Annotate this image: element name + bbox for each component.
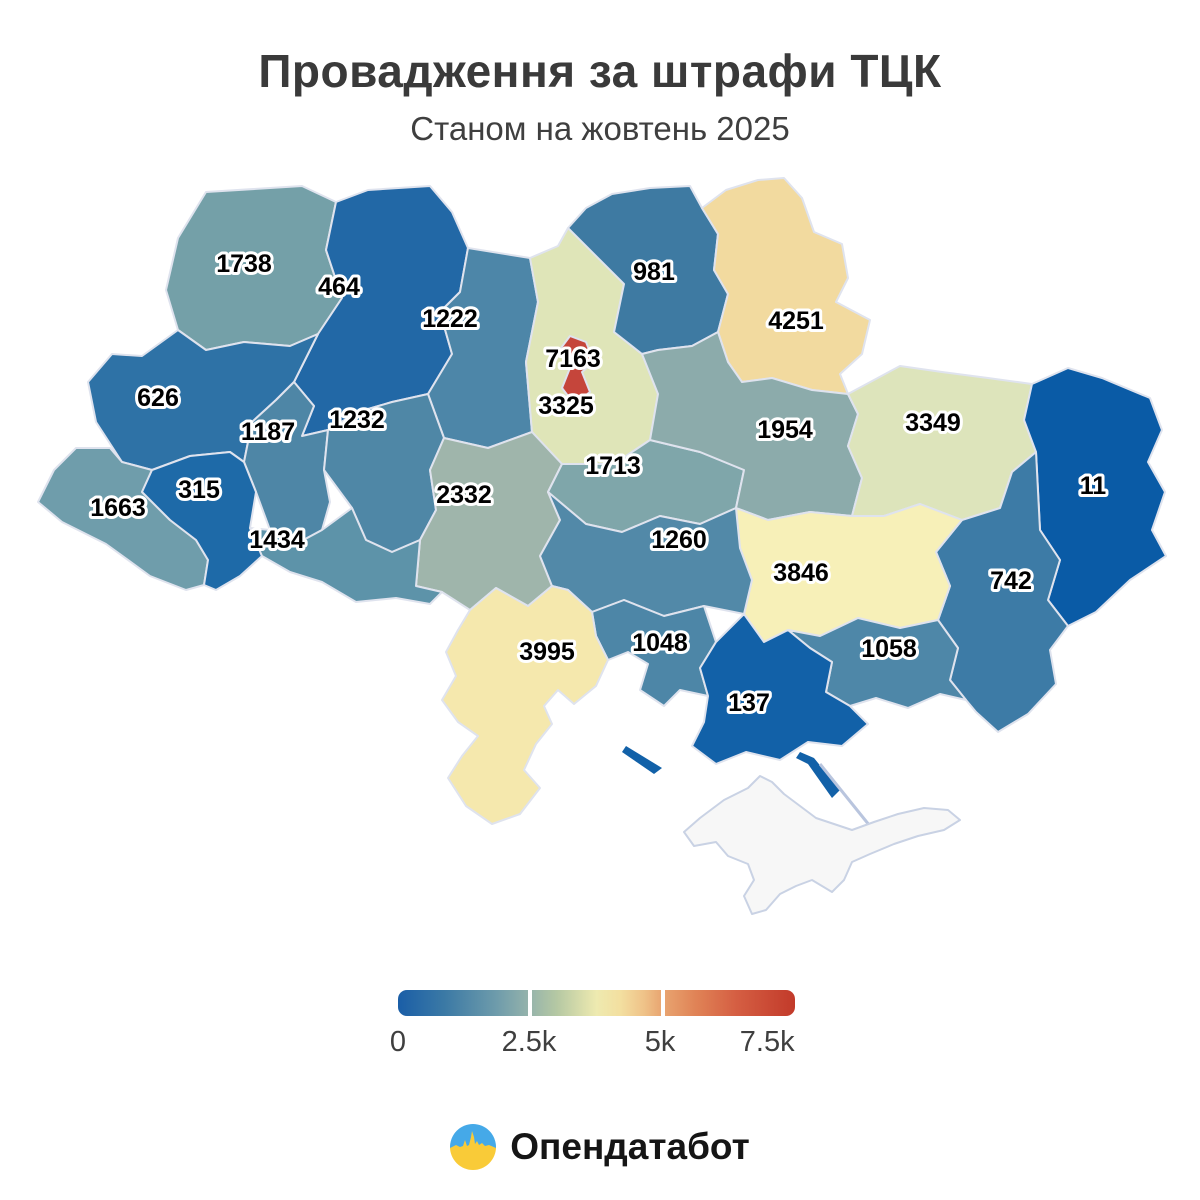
region-value-label: 315 <box>178 476 220 504</box>
region-kirovohrad <box>539 491 753 617</box>
region-kherson <box>691 613 869 765</box>
region-value-label: 1434 <box>249 526 305 554</box>
region-crimea <box>683 775 961 915</box>
region-chernivtsi <box>249 507 443 605</box>
region-mykolaiv <box>591 599 717 707</box>
color-scale-tick-label: 7.5k <box>739 1026 795 1058</box>
region-value-label: 1260 <box>651 526 707 554</box>
color-scale-ticks: 0 2.5k 5k 7.5k <box>390 1026 795 1062</box>
region-vinnytsia <box>415 431 563 611</box>
region-value-label: 1232 <box>329 406 385 434</box>
page-subtitle: Станом на жовтень 2025 <box>410 110 790 147</box>
region-value-label: 137 <box>728 689 770 717</box>
brand-name: Опендатабот <box>510 1126 750 1167</box>
region-value-label: 3349 <box>905 409 961 437</box>
region-value-label: 3846 <box>773 559 829 587</box>
region-value-label: 464 <box>318 273 360 301</box>
region-value-label: 742 <box>990 567 1032 595</box>
color-scale-bar <box>398 990 795 1016</box>
footer-brand-row: Опендатабот <box>0 1124 1200 1170</box>
region-value-labels: 1738 464 1222 3325 7163 981 4251 626 1187 1232 233… <box>87 247 1109 720</box>
region-value-label: 1222 <box>422 305 478 333</box>
region-value-label: 1663 <box>90 494 146 522</box>
region-value-label: 3325 <box>538 392 594 420</box>
region-value-label: 11 <box>1080 472 1107 500</box>
region-value-label: 4251 <box>768 307 824 335</box>
region-value-label: 1954 <box>757 416 813 444</box>
color-scale-separator <box>660 990 665 1016</box>
region-value-label: 2332 <box>436 481 492 509</box>
page-title: Провадження за штрафи ТЦК <box>258 45 942 97</box>
region-value-label: 626 <box>137 384 179 412</box>
opendatabot-logo-icon <box>450 1124 497 1170</box>
region-odesa <box>441 585 609 825</box>
region-value-label: 1738 <box>216 250 272 278</box>
color-scale-tick-label: 5k <box>644 1026 676 1058</box>
region-value-label: 1713 <box>585 452 641 480</box>
region-ivano-frankivsk <box>141 451 263 591</box>
kherson-arabat-spit <box>796 752 840 798</box>
region-value-label: 7163 <box>545 345 601 373</box>
region-value-label: 1048 <box>632 629 688 657</box>
region-kyiv-city <box>557 335 595 405</box>
region-value-label: 1058 <box>861 635 917 663</box>
color-scale-tick-label: 0 <box>389 1026 407 1058</box>
color-scale-tick-label: 2.5k <box>501 1026 557 1058</box>
region-value-label: 1187 <box>241 418 295 446</box>
color-scale-separator <box>528 990 533 1016</box>
kherson-spit <box>622 746 662 774</box>
region-value-label: 3995 <box>519 638 575 666</box>
region-sumy <box>701 177 871 395</box>
region-value-label: 981 <box>633 258 675 286</box>
